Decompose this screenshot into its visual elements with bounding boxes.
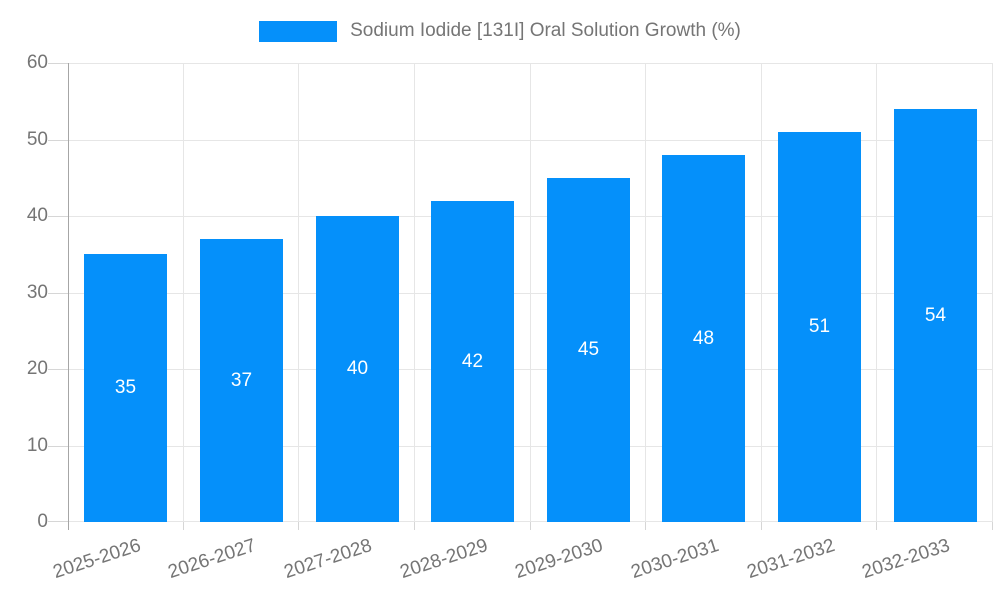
x-axis-tick [414, 522, 415, 530]
y-axis-label: 10 [26, 434, 48, 456]
bar: 51 [778, 132, 861, 522]
bar-value-label: 37 [230, 369, 253, 391]
bar-value-label: 45 [577, 339, 600, 360]
bar-value-label: 48 [692, 327, 715, 349]
y-axis-label: 20 [26, 358, 48, 379]
x-axis-label: 2032-2033 [860, 535, 1000, 583]
y-axis-line [68, 63, 69, 530]
gridline-vertical [645, 63, 646, 522]
plot-area: 35 37 40 42 45 48 51 54 [48, 63, 993, 530]
gridline-vertical [414, 63, 415, 522]
x-axis-label-text: 2025-2026 [50, 535, 144, 584]
gridline-vertical [876, 63, 877, 522]
x-axis-tick [183, 522, 184, 530]
bar-value-label: 35 [114, 377, 137, 398]
y-axis-tick [48, 369, 68, 370]
x-axis-tick [761, 522, 762, 530]
gridline-vertical [992, 63, 993, 522]
bar-value-label: 54 [924, 304, 947, 326]
bar: 48 [662, 155, 745, 522]
bar-value-label: 42 [461, 350, 484, 372]
gridline-vertical [530, 63, 531, 522]
y-axis-tick [48, 293, 68, 294]
y-axis-label: 40 [26, 205, 48, 226]
bar: 35 [84, 254, 167, 522]
chart-legend: Sodium Iodide [131I] Oral Solution Growt… [0, 20, 1000, 42]
legend-series-label: Sodium Iodide [131I] Oral Solution Growt… [350, 20, 741, 41]
bar-value-label: 51 [808, 316, 831, 337]
y-axis-tick [48, 521, 68, 522]
gridline-vertical [761, 63, 762, 522]
bar: 42 [431, 201, 514, 522]
y-axis-label: 0 [37, 511, 48, 532]
x-axis-tick [298, 522, 299, 530]
y-axis-tick [48, 140, 68, 141]
x-axis-tick [645, 522, 646, 530]
bar: 45 [547, 178, 630, 522]
gridline-vertical [298, 63, 299, 522]
bar: 40 [316, 216, 399, 522]
y-axis-tick [48, 63, 68, 64]
x-axis-tick [530, 522, 531, 530]
gridline-vertical [183, 63, 184, 522]
bar: 54 [894, 109, 977, 522]
y-axis-label: 50 [26, 128, 48, 150]
y-axis-tick [48, 216, 68, 217]
y-axis-tick [48, 446, 68, 447]
y-axis-label: 30 [26, 281, 48, 303]
legend-swatch-icon [259, 20, 338, 42]
bar-value-label: 40 [346, 358, 369, 379]
bar: 37 [200, 239, 283, 522]
y-axis-label: 60 [26, 52, 48, 73]
x-axis-tick [992, 522, 993, 530]
x-axis-tick [876, 522, 877, 530]
